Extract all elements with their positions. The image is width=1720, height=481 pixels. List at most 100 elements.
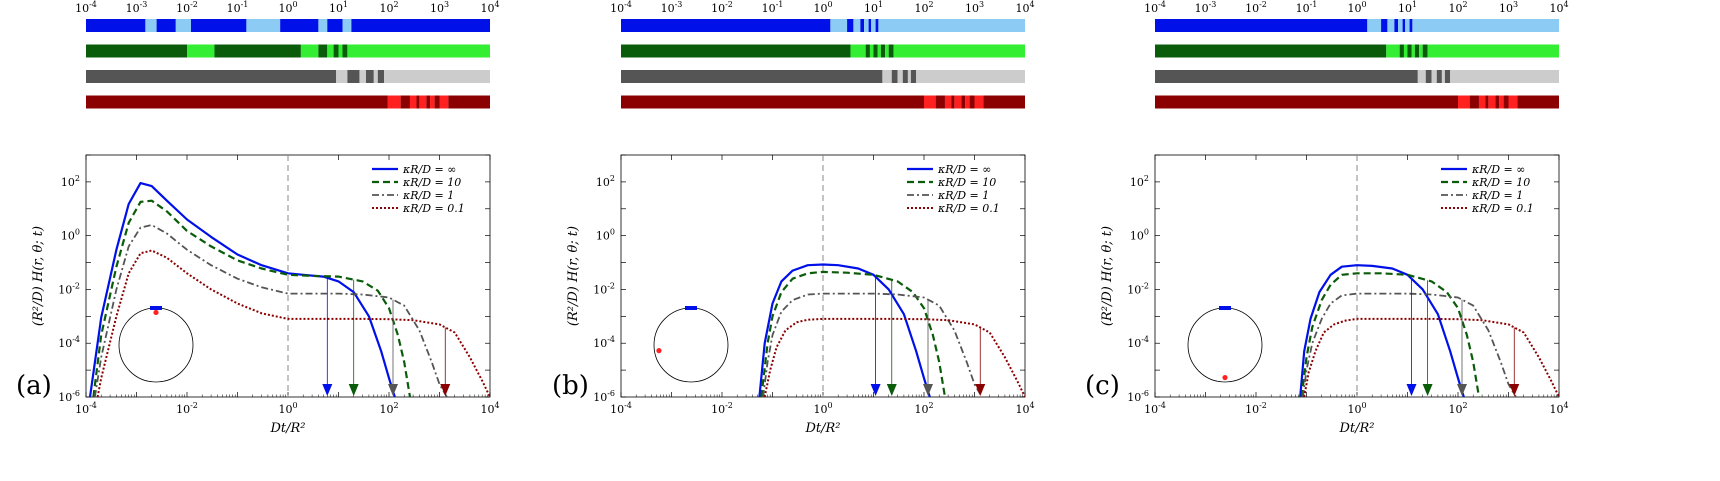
tick-exponent: 0 <box>1144 228 1149 237</box>
tick-base: 10 <box>1015 2 1029 15</box>
bar-segment-green <box>300 44 319 58</box>
top-axis-tick-label: 10-1 <box>762 0 784 15</box>
arrow-head-green <box>348 384 359 396</box>
bar-segment-blue <box>156 19 176 32</box>
bar-segment-blue <box>1409 19 1413 32</box>
tick-base: 10 <box>1144 403 1158 416</box>
x-axis-label: Dt/R² <box>804 421 840 436</box>
tick-exponent: 2 <box>1462 0 1467 9</box>
tick-base: 10 <box>1499 2 1513 15</box>
y-tick-label: 10-2 <box>593 281 615 296</box>
tick-exponent: -4 <box>1141 335 1149 344</box>
bar-segment-blue <box>1405 19 1410 32</box>
bar-segment-red <box>1485 95 1489 109</box>
tick-exponent: 2 <box>928 401 933 410</box>
y-tick-label: 10-6 <box>1127 389 1149 404</box>
tick-base: 10 <box>1549 2 1563 15</box>
legend-label: κR/D = 0.1 <box>402 202 465 215</box>
x-tick-label: 10-4 <box>75 401 97 416</box>
tick-base: 10 <box>610 403 624 416</box>
top-axis-tick-label: 103 <box>1499 0 1518 15</box>
bar-segment-red <box>1517 95 1559 109</box>
tick-exponent: 0 <box>827 0 832 9</box>
x-axis-label: Dt/R² <box>1338 421 1374 436</box>
bar-segment-blue <box>1387 19 1395 32</box>
bar-segment-green <box>1407 44 1412 58</box>
tick-exponent: 0 <box>1361 0 1366 9</box>
arrow-head-gray <box>1456 384 1467 396</box>
bar-segment-red <box>430 95 435 109</box>
x-tick-label: 104 <box>1015 401 1034 416</box>
tick-exponent: -1 <box>241 0 249 9</box>
tick-exponent: 0 <box>1361 401 1366 410</box>
tick-exponent: 0 <box>827 401 832 410</box>
tick-base: 10 <box>379 403 393 416</box>
y-axis-label: (R²/D) H(r, θ; t) <box>31 226 46 326</box>
bar-segment-blue <box>860 19 865 32</box>
tick-exponent: 0 <box>292 401 297 410</box>
tick-exponent: -4 <box>1158 0 1166 9</box>
tick-base: 10 <box>1127 391 1141 404</box>
tick-exponent: 0 <box>75 228 80 237</box>
y-axis-label: (R²/D) H(r, θ; t) <box>1100 226 1115 326</box>
tick-base: 10 <box>965 2 979 15</box>
tick-exponent: -4 <box>607 335 615 344</box>
tick-base: 10 <box>75 403 89 416</box>
top-axis-tick-label: 101 <box>329 0 348 15</box>
series-line-green <box>92 199 412 397</box>
tick-exponent: 4 <box>1563 401 1568 410</box>
tick-exponent: 2 <box>1462 401 1467 410</box>
tick-exponent: 0 <box>292 0 297 9</box>
tick-exponent: -2 <box>1141 281 1149 290</box>
tick-base: 10 <box>711 2 725 15</box>
bar-segment-red <box>1488 95 1496 109</box>
top-axis-tick-label: 10-1 <box>1296 0 1318 15</box>
legend-label: κR/D = 1 <box>1471 189 1523 202</box>
bar-segment-green <box>338 44 343 58</box>
bar-segment-gray <box>377 70 385 83</box>
tick-base: 10 <box>1398 2 1412 15</box>
tick-base: 10 <box>1130 230 1144 243</box>
y-tick-label: 10-6 <box>58 389 80 404</box>
tick-exponent: -3 <box>140 0 148 9</box>
tick-exponent: 2 <box>1144 174 1149 183</box>
bar-segment-red <box>969 95 975 109</box>
bar-segment-gray <box>384 70 490 83</box>
series-line-red <box>763 317 1025 397</box>
panel-label: (a) <box>16 371 52 401</box>
tick-base: 10 <box>1296 2 1310 15</box>
bar-segment-blue <box>871 19 876 32</box>
tick-base: 10 <box>1549 403 1563 416</box>
tick-exponent: 3 <box>444 0 449 9</box>
bar-segment-green <box>1411 44 1415 58</box>
y-tick-label: 102 <box>1130 174 1149 189</box>
tick-base: 10 <box>58 391 72 404</box>
bar-segment-gray <box>1441 70 1445 83</box>
bar-strips: 10-4 10-3 10-2 10-1 100 101 102 103 104 <box>1144 0 1569 109</box>
top-axis-tick-label: 104 <box>1015 0 1034 15</box>
tick-base: 10 <box>227 2 241 15</box>
legend-label: κR/D = 0.1 <box>1471 202 1534 215</box>
top-axis-tick-label: 10-4 <box>1144 0 1166 15</box>
tick-base: 10 <box>480 403 494 416</box>
bar-segment-blue <box>853 19 861 32</box>
bar-segment-green <box>885 44 889 58</box>
tick-exponent: -3 <box>1209 0 1217 9</box>
tick-exponent: 4 <box>1029 0 1034 9</box>
bar-segment-blue <box>351 19 490 32</box>
y-axis-label: (R²/D) H(r, θ; t) <box>566 226 581 326</box>
tick-exponent: -3 <box>675 0 683 9</box>
top-axis-tick-label: 100 <box>1347 0 1366 15</box>
top-axis-tick-label: 103 <box>430 0 449 15</box>
bar-segment-gray <box>336 70 348 83</box>
arrow-head-gray <box>922 384 933 396</box>
top-axis-tick-label: 10-3 <box>126 0 148 15</box>
tick-exponent: -6 <box>607 389 615 398</box>
tick-exponent: -2 <box>190 401 198 410</box>
x-tick-label: 10-4 <box>610 401 632 416</box>
bar-segment-gray <box>910 70 917 83</box>
